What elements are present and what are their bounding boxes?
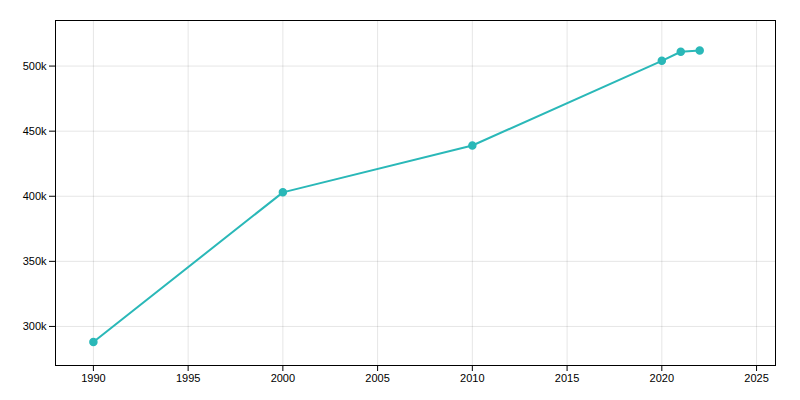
svg-text:2005: 2005 <box>365 372 389 384</box>
svg-text:500k: 500k <box>23 60 47 72</box>
svg-text:2000: 2000 <box>271 372 295 384</box>
svg-text:450k: 450k <box>23 125 47 137</box>
svg-text:1995: 1995 <box>176 372 200 384</box>
svg-text:2025: 2025 <box>744 372 768 384</box>
svg-text:1990: 1990 <box>81 372 105 384</box>
svg-text:2010: 2010 <box>460 372 484 384</box>
svg-text:2020: 2020 <box>650 372 674 384</box>
svg-text:400k: 400k <box>23 190 47 202</box>
svg-text:300k: 300k <box>23 320 47 332</box>
svg-text:2015: 2015 <box>555 372 579 384</box>
svg-text:350k: 350k <box>23 255 47 267</box>
